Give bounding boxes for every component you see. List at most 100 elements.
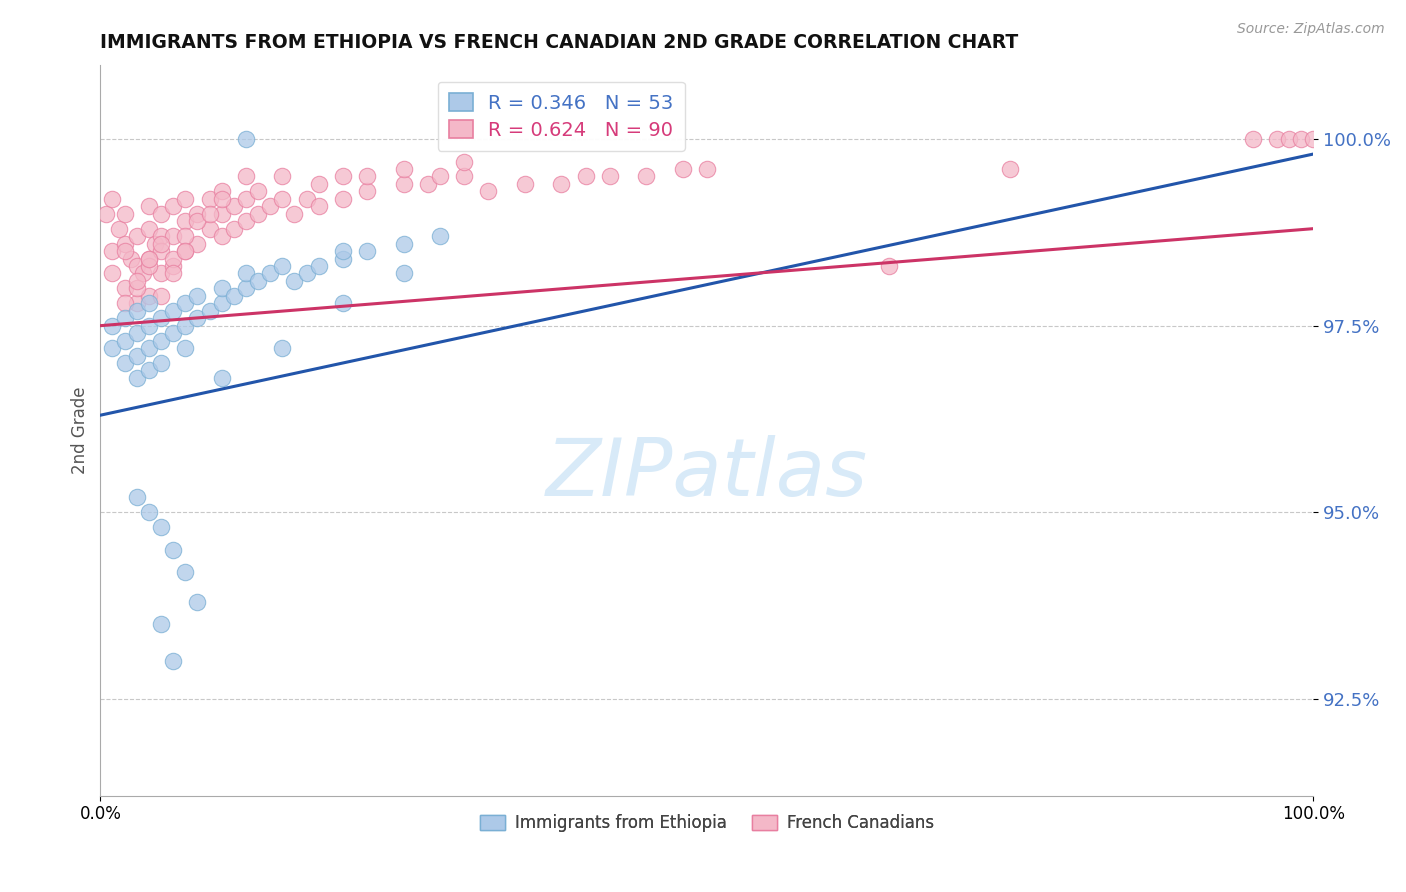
Point: [114, 296, 136, 310]
Point: [513, 177, 536, 191]
Point: [198, 207, 221, 221]
Point: [132, 267, 155, 281]
Point: [162, 252, 184, 266]
Point: [150, 289, 173, 303]
Point: [198, 221, 221, 235]
Point: [186, 236, 208, 251]
Point: [138, 221, 160, 235]
Point: [235, 132, 257, 146]
Point: [392, 177, 415, 191]
Point: [125, 296, 148, 310]
Point: [271, 192, 294, 206]
Point: [222, 199, 245, 213]
Point: [332, 192, 354, 206]
Point: [283, 274, 305, 288]
Point: [162, 229, 184, 244]
Point: [125, 371, 148, 385]
Point: [247, 207, 270, 221]
Point: [150, 229, 173, 244]
Point: [1278, 132, 1301, 146]
Point: [1302, 132, 1324, 146]
Point: [138, 363, 160, 377]
Point: [308, 177, 330, 191]
Point: [1241, 132, 1264, 146]
Point: [332, 169, 354, 184]
Point: [636, 169, 658, 184]
Point: [283, 207, 305, 221]
Point: [308, 259, 330, 273]
Point: [186, 595, 208, 609]
Y-axis label: 2nd Grade: 2nd Grade: [72, 386, 89, 474]
Point: [150, 520, 173, 534]
Point: [235, 214, 257, 228]
Point: [138, 259, 160, 273]
Point: [138, 252, 160, 266]
Point: [247, 185, 270, 199]
Point: [295, 192, 318, 206]
Point: [186, 207, 208, 221]
Point: [186, 289, 208, 303]
Point: [174, 192, 197, 206]
Point: [162, 199, 184, 213]
Point: [332, 252, 354, 266]
Point: [114, 244, 136, 258]
Point: [429, 169, 451, 184]
Point: [1289, 132, 1312, 146]
Point: [125, 490, 148, 504]
Point: [453, 169, 475, 184]
Point: [125, 303, 148, 318]
Point: [162, 259, 184, 273]
Point: [150, 356, 173, 370]
Point: [138, 505, 160, 519]
Point: [174, 565, 197, 579]
Point: [356, 185, 378, 199]
Point: [308, 199, 330, 213]
Text: Source: ZipAtlas.com: Source: ZipAtlas.com: [1237, 22, 1385, 37]
Point: [174, 244, 197, 258]
Point: [101, 267, 124, 281]
Point: [174, 214, 197, 228]
Point: [162, 267, 184, 281]
Point: [356, 169, 378, 184]
Point: [125, 326, 148, 340]
Point: [477, 185, 499, 199]
Point: [198, 192, 221, 206]
Point: [235, 267, 257, 281]
Text: IMMIGRANTS FROM ETHIOPIA VS FRENCH CANADIAN 2ND GRADE CORRELATION CHART: IMMIGRANTS FROM ETHIOPIA VS FRENCH CANAD…: [100, 33, 1018, 52]
Point: [107, 221, 129, 235]
Point: [101, 244, 124, 258]
Point: [198, 303, 221, 318]
Point: [222, 289, 245, 303]
Point: [211, 371, 233, 385]
Point: [550, 177, 572, 191]
Point: [114, 207, 136, 221]
Point: [271, 259, 294, 273]
Point: [211, 281, 233, 295]
Point: [125, 281, 148, 295]
Point: [101, 192, 124, 206]
Point: [211, 229, 233, 244]
Point: [235, 281, 257, 295]
Text: ZIPatlas: ZIPatlas: [546, 435, 868, 513]
Point: [162, 542, 184, 557]
Point: [125, 259, 148, 273]
Point: [138, 341, 160, 355]
Point: [150, 244, 173, 258]
Point: [138, 199, 160, 213]
Point: [174, 318, 197, 333]
Point: [101, 318, 124, 333]
Point: [114, 311, 136, 326]
Point: [211, 192, 233, 206]
Point: [150, 334, 173, 348]
Point: [114, 281, 136, 295]
Point: [429, 229, 451, 244]
Point: [356, 244, 378, 258]
Point: [998, 161, 1021, 176]
Point: [138, 318, 160, 333]
Point: [696, 161, 718, 176]
Point: [295, 267, 318, 281]
Point: [125, 274, 148, 288]
Point: [174, 296, 197, 310]
Point: [143, 236, 166, 251]
Point: [114, 334, 136, 348]
